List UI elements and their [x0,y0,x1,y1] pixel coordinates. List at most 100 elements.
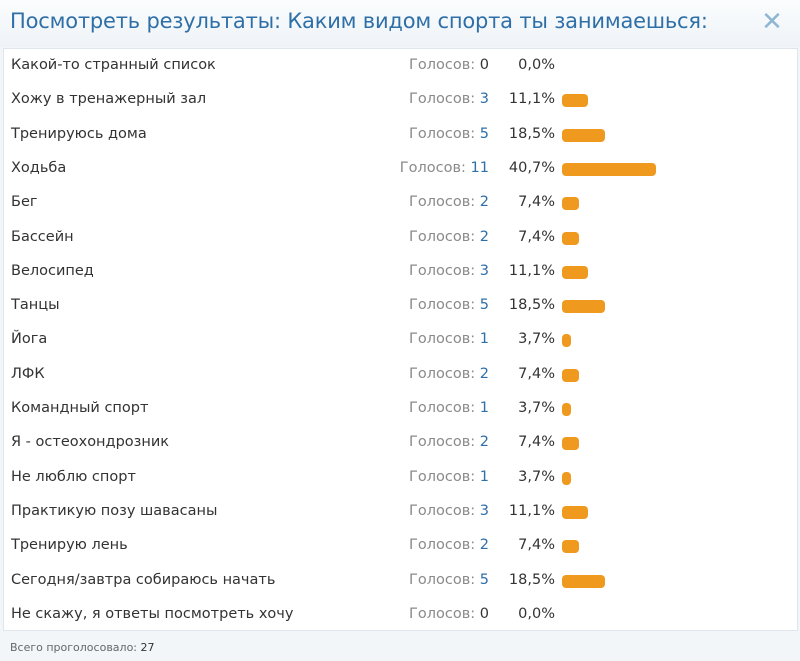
result-row: Ходьба Голосов: 11 40,7% [4,152,799,186]
vote-percent: 0,0% [518,605,555,622]
vote-count: Голосов: 0 [409,606,489,622]
vote-percent: 0,0% [518,57,555,73]
vote-count: Голосов: 2 [409,434,489,450]
option-label: Тренирую лень [11,537,128,554]
vote-percent: 7,4% [518,365,555,382]
vote-bar [562,197,580,211]
result-row: Не скажу, я ответы посмотреть хочу Голосо… [4,598,799,632]
poll-results-list: Какой-то странный список Голосов: 0 0,0% Хо… [3,48,798,631]
vote-percent: 40,7% [508,159,555,176]
close-icon[interactable]: ✕ [761,7,783,37]
vote-count: Голосов: 3 [409,91,489,107]
vote-count: Голосов: 1 [409,469,489,485]
vote-count: Голосов: 0 [409,57,489,73]
vote-count-value[interactable]: 3 [479,502,489,519]
vote-count-label: Голосов: [409,365,476,382]
vote-count-label: Голосов: [409,571,476,588]
vote-count: Голосов: 1 [409,400,489,416]
total-votes-label: Всего проголосовало: [10,641,138,654]
vote-percent: 7,4% [518,228,555,245]
vote-percent: 11,1% [508,502,555,519]
vote-count-value[interactable]: 2 [479,434,489,451]
result-row: Командный спорт Голосов: 1 3,7% [4,392,799,426]
option-label: Сегодня/завтра собираюсь начать [11,571,276,588]
vote-count-label: Голосов: [399,159,466,176]
vote-count-label: Голосов: [409,434,476,451]
vote-count: Голосов: 5 [409,126,489,142]
vote-bar [562,540,580,554]
vote-count: Голосов: 1 [409,331,489,347]
vote-count-value[interactable]: 1 [479,468,489,485]
vote-count: Голосов: 11 [400,160,489,176]
vote-count-value[interactable]: 1 [479,331,489,348]
vote-count-value[interactable]: 5 [479,571,489,588]
result-row: Хожу в тренажерный зал Голосов: 3 11,1% [4,83,799,117]
option-label: Хожу в тренажерный зал [11,91,207,108]
vote-percent: 7,4% [518,194,555,211]
option-label: Велосипед [11,262,94,279]
vote-count-label: Голосов: [409,91,476,108]
dialog-header: Посмотреть результаты: Каким видом спорт… [0,0,800,47]
result-row: Не люблю спорт Голосов: 1 3,7% [4,461,799,495]
vote-count-value[interactable]: 3 [479,91,489,108]
option-label: ЛФК [11,365,45,382]
vote-percent: 11,1% [508,91,555,108]
result-row: Я - остеохондрозник Голосов: 2 7,4% [4,426,799,460]
option-label: Бассейн [11,228,74,245]
vote-percent: 7,4% [518,434,555,451]
vote-percent: 3,7% [518,331,555,348]
vote-count-value[interactable]: 5 [479,297,489,314]
vote-count-value[interactable]: 2 [479,365,489,382]
vote-count-value[interactable]: 11 [470,159,489,176]
vote-percent: 18,5% [508,297,555,314]
option-label: Практикую позу шавасаны [11,502,218,519]
vote-count-label: Голосов: [409,537,476,554]
vote-count-value[interactable]: 3 [479,262,489,279]
vote-bar [562,300,605,314]
vote-bar [562,471,571,485]
vote-count: Голосов: 2 [409,537,489,553]
option-label: Танцы [11,297,60,314]
vote-count-label: Голосов: [409,228,476,245]
dialog-footer: Всего проголосовало: 27 [3,631,798,661]
vote-count-value[interactable]: 5 [479,125,489,142]
vote-count-value[interactable]: 2 [479,228,489,245]
vote-bar [562,334,571,348]
vote-percent: 3,7% [518,468,555,485]
vote-count-value: 0 [479,57,489,73]
option-label: Я - остеохондрозник [11,434,170,451]
result-row: Тренируюсь дома Голосов: 5 18,5% [4,118,799,152]
vote-count-label: Голосов: [409,194,476,211]
option-label: Бег [11,194,38,211]
vote-percent: 11,1% [508,262,555,279]
vote-bar [562,265,588,279]
vote-bar [562,368,580,382]
vote-count-label: Голосов: [409,502,476,519]
result-row: Велосипед Голосов: 3 11,1% [4,255,799,289]
vote-count: Голосов: 3 [409,263,489,279]
vote-bar [562,231,580,245]
vote-bar [562,128,605,142]
vote-count-value[interactable]: 2 [479,537,489,554]
vote-count: Голосов: 2 [409,194,489,210]
vote-percent: 3,7% [518,400,555,416]
vote-count-label: Голосов: [409,297,476,314]
vote-count-label: Голосов: [409,400,476,416]
option-label: Йога [11,331,48,348]
vote-count-label: Голосов: [409,331,476,348]
dialog-title: Посмотреть результаты: Каким видом спорт… [10,9,708,33]
vote-count-value[interactable]: 2 [479,194,489,211]
vote-bar [562,403,571,416]
vote-percent: 7,4% [518,537,555,554]
option-label: Тренируюсь дома [11,125,147,142]
vote-bar [562,505,588,519]
vote-count-label: Голосов: [409,125,476,142]
result-row: ЛФК Голосов: 2 7,4% [4,358,799,392]
option-label: Командный спорт [11,400,149,416]
vote-count-value[interactable]: 1 [479,400,489,416]
vote-count: Голосов: 5 [409,572,489,588]
vote-count: Голосов: 3 [409,503,489,519]
vote-count-label: Голосов: [409,57,476,73]
result-row: Какой-то странный список Голосов: 0 0,0% [4,49,799,83]
